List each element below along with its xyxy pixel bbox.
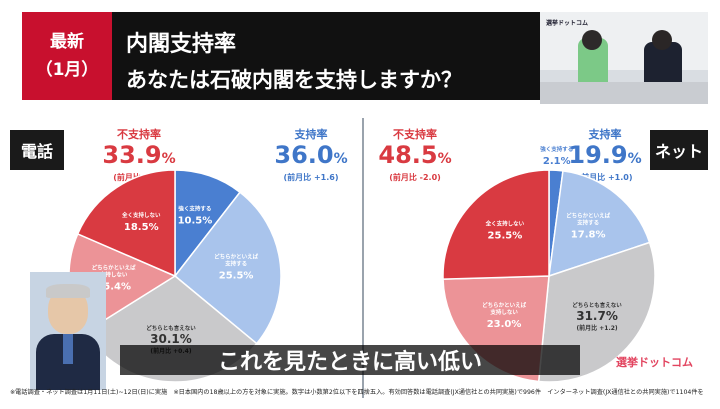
slice-value: 31.7%: [576, 309, 618, 323]
net-disapprove-heading: 不支持率: [393, 128, 437, 141]
header-bar: 最新 （1月） 内閣支持率 あなたは石破内閣を支持しますか？ 選挙ドットコム: [0, 0, 720, 108]
phone-survey-panel: 電話 不支持率 33.9% (前月比 -2.0) 支持率 36.0% (前月比 …: [10, 118, 360, 400]
host-head-left: [582, 30, 602, 50]
studio-desk: [540, 82, 708, 104]
slice-label: 全く支持しない 25.5%: [485, 220, 525, 242]
net-disapprove-change: (前月比 -2.0): [389, 173, 441, 182]
pie-slice: [173, 191, 282, 345]
net-approve-unit: %: [627, 151, 642, 167]
phone-approve-unit: %: [333, 151, 348, 167]
panel-divider: [362, 118, 364, 398]
net-approve-stat: 支持率 19.9% (前月比 +1.0): [560, 126, 650, 183]
phone-disapprove-value: 33.9: [102, 141, 162, 169]
slice-value: 18.5%: [124, 222, 159, 233]
slice-value: 17.8%: [571, 230, 606, 241]
slice-name: 全く支持しない: [485, 220, 525, 228]
net-approve-heading: 支持率: [588, 128, 622, 141]
slice-name: どちらかといえば: [92, 264, 137, 272]
slice-name: 支持しない: [489, 308, 518, 316]
host-head-right: [652, 30, 672, 50]
title-box: 内閣支持率 あなたは石破内閣を支持しますか？: [112, 12, 540, 100]
net-disapprove-stat: 不支持率 48.5% (前月比 -2.0): [370, 126, 460, 183]
pie-slice: [174, 169, 242, 279]
footnote: ※電話調査・ネット調査は1月11日(土)~12日(日)に実施 ※日本国内の18歳…: [10, 389, 704, 396]
studio-wall: 選挙ドットコム: [540, 12, 708, 70]
phone-approve-stat: 支持率 36.0% (前月比 +1.6): [266, 126, 356, 183]
phone-approve-heading: 支持率: [294, 128, 328, 141]
slice-name: 強く支持する: [178, 204, 211, 212]
net-disapprove-value: 48.5: [378, 141, 438, 169]
pm-portrait: [30, 272, 106, 390]
slice-label: 強く支持する 2.1%: [540, 145, 573, 167]
slice-name: どちらとも言えない: [572, 301, 622, 309]
net-label: ネット: [650, 130, 708, 170]
slice-name: 全く支持しない: [121, 211, 161, 219]
slice-name: どちらかといえば: [566, 212, 611, 220]
latest-tag-line2: （1月）: [35, 60, 99, 80]
page-title: 内閣支持率: [126, 32, 237, 57]
net-disapprove-unit: %: [437, 151, 452, 167]
brand-logo: 選挙ドットコム: [616, 356, 693, 369]
phone-label: 電話: [10, 130, 64, 170]
slice-label: 全く支持しない 18.5%: [121, 211, 161, 233]
slice-value: 23.0%: [487, 319, 522, 330]
slice-name: どちらかといえば: [482, 301, 527, 309]
net-approve-change: (前月比 +1.0): [577, 173, 633, 182]
phone-approve-change: (前月比 +1.6): [283, 173, 339, 182]
slice-value: 30.1%: [150, 332, 192, 346]
slice-name: どちらとも言えない: [146, 324, 196, 332]
slice-value: 15.4%: [96, 282, 131, 293]
slice-name: 支持する: [576, 219, 599, 227]
phone-disapprove-heading: 不支持率: [117, 128, 161, 141]
net-approve-value: 19.9: [568, 141, 628, 169]
slice-name: 支持する: [224, 259, 247, 267]
latest-tag-line1: 最新: [50, 32, 84, 52]
slice-name: 支持しない: [99, 271, 128, 279]
slice-name: どちらかといえば: [214, 252, 259, 260]
slice-value: 25.5%: [488, 231, 523, 242]
studio-wall-text: 選挙ドットコム: [546, 20, 589, 27]
latest-tag: 最新 （1月）: [22, 12, 112, 100]
slice-value: 25.5%: [219, 270, 254, 281]
studio-video: 選挙ドットコム: [540, 12, 708, 104]
slice-label: 強く支持する 10.5%: [178, 204, 213, 226]
slice-value: 2.1%: [543, 156, 571, 167]
caption-subtitle: これを見たときに高い低い: [120, 345, 580, 375]
page-question: あなたは石破内閣を支持しますか？: [126, 68, 462, 92]
phone-disapprove-unit: %: [161, 151, 176, 167]
slice-value: 10.5%: [178, 215, 213, 226]
pie-slice: [442, 169, 550, 280]
slice-change: (前月比 +1.2): [576, 324, 617, 332]
phone-approve-value: 36.0: [274, 141, 334, 169]
pie-slice: [76, 169, 176, 278]
slice-name: 強く支持する: [540, 145, 573, 153]
pie-slice: [548, 170, 651, 278]
